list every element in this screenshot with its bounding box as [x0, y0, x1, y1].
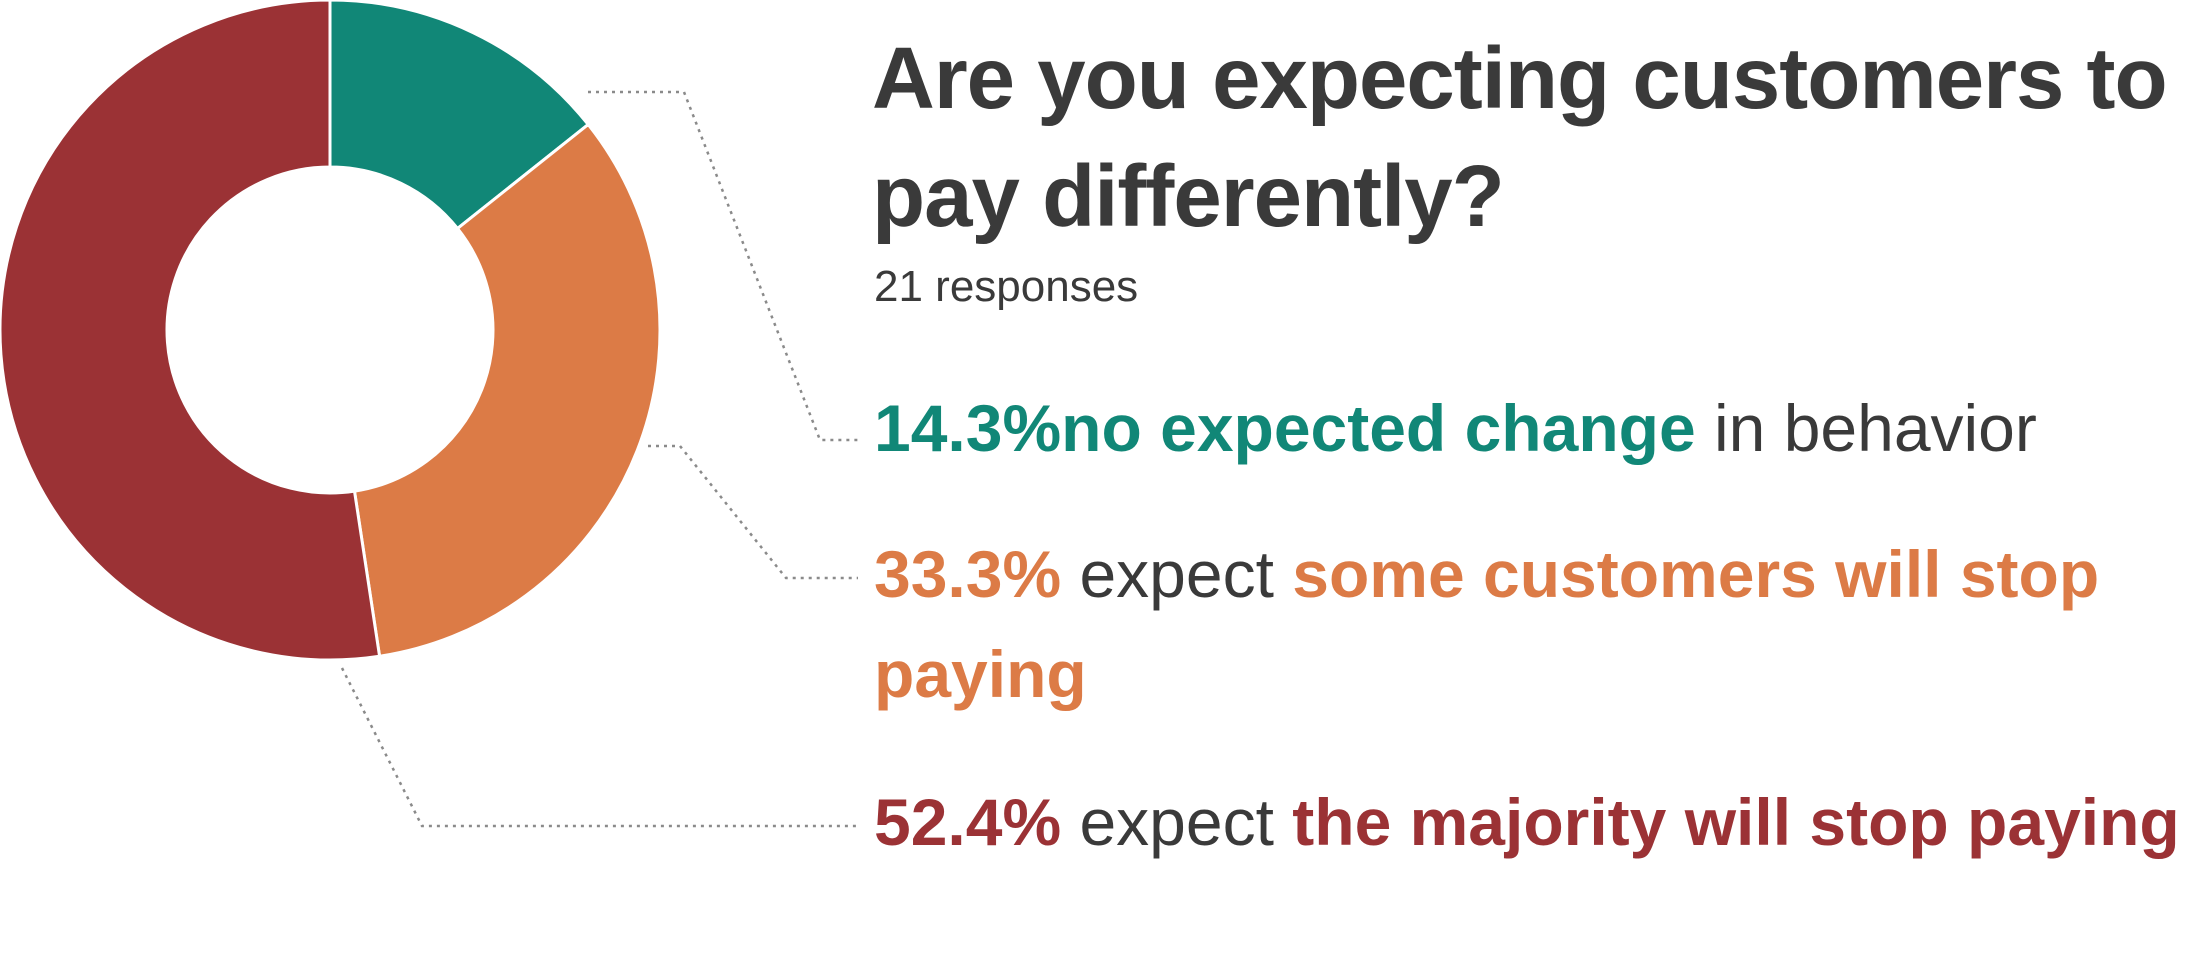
annotation-percent: 33.3%: [874, 537, 1062, 611]
annotation-mid: expect: [1061, 537, 1293, 611]
annotation-percent: 52.4%: [874, 785, 1062, 859]
annotation-mid: expect: [1061, 785, 1293, 859]
donut-slices: [0, 0, 662, 662]
slice-some-stop: [352, 122, 662, 658]
annotation-rest: in behavior: [1695, 391, 2037, 465]
slice-majority-stop: [0, 0, 382, 662]
annotation-percent: 14.3%: [874, 391, 1062, 465]
leader-majority-stop: [340, 667, 858, 828]
annotation-some-stop: 33.3% expect some customers will stop pa…: [874, 524, 2184, 724]
leader-no-change: [588, 90, 858, 442]
annotation-highlight: no expected change: [1061, 391, 1696, 465]
leader-some-stop: [648, 444, 858, 580]
annotation-highlight: the majority will stop paying: [1292, 785, 2180, 859]
slice-no-change: [328, 0, 591, 231]
annotation-majority-stop: 52.4% expect the majority will stop payi…: [874, 772, 2184, 872]
chart-title: Are you expecting customers to pay diffe…: [872, 30, 2168, 245]
chart-subtitle: 21 responses: [874, 262, 1139, 311]
annotation-highlight: some customers will stop paying: [874, 537, 2100, 711]
leader-lines: [340, 90, 858, 828]
annotation-no-change: 14.3%no expected change in behavior: [874, 378, 2184, 478]
